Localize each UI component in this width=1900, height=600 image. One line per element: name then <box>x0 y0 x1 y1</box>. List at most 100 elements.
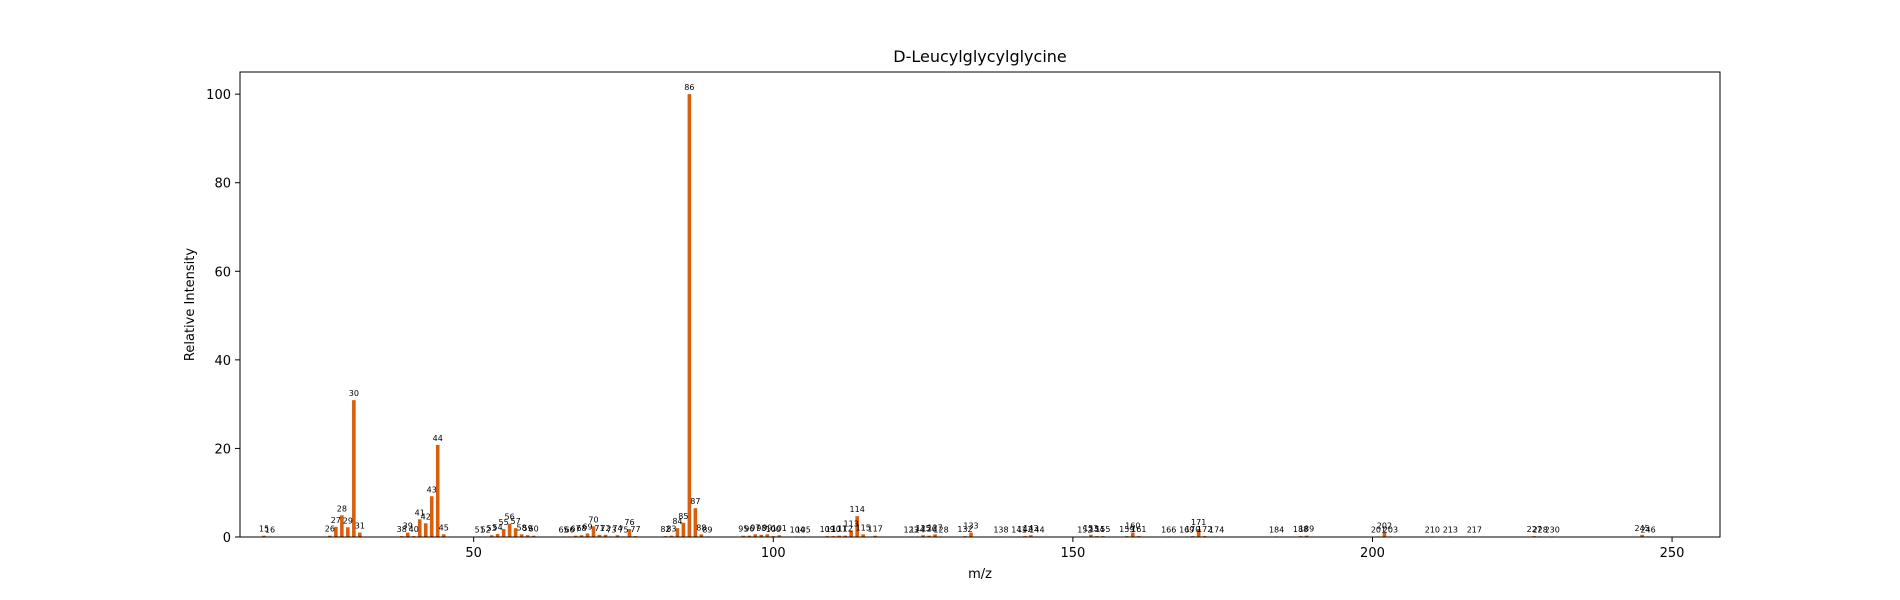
peak-label: 74 <box>612 524 622 533</box>
peak-label: 128 <box>933 525 948 534</box>
peak-label: 84 <box>672 517 682 526</box>
peak-label: 154 <box>1089 525 1104 534</box>
peak-bar <box>334 526 338 537</box>
peak-label: 174 <box>1209 525 1224 534</box>
peak-label: 153 <box>1083 524 1098 533</box>
peak-bar <box>855 516 859 537</box>
peak-label: 123 <box>903 525 918 534</box>
x-tick-label: 150 <box>1060 546 1085 561</box>
peak-label: 160 <box>1125 522 1140 531</box>
peak-bar <box>591 526 596 537</box>
peak-label: 169 <box>1179 525 1194 534</box>
y-tick-label: 40 <box>214 354 231 369</box>
peak-bar <box>405 532 410 537</box>
peak-label: 111 <box>832 525 847 534</box>
peak-bar <box>573 535 578 537</box>
peak-label: 76 <box>624 518 634 527</box>
peak-bar <box>969 532 973 537</box>
peak-label: 60 <box>529 525 539 534</box>
peak-bar <box>627 529 632 537</box>
peak-bar <box>861 534 865 537</box>
peak-bar <box>489 535 494 537</box>
peak-label: 112 <box>838 525 853 534</box>
peak-label: 52 <box>481 525 491 534</box>
peak-bar <box>513 528 518 537</box>
peak-bar <box>579 535 584 537</box>
x-tick-label: 200 <box>1360 546 1385 561</box>
peak-label: 39 <box>403 522 413 531</box>
x-tick-label: 50 <box>465 546 482 561</box>
peak-label: 188 <box>1293 525 1308 534</box>
peak-bar <box>423 523 428 537</box>
peak-label: 114 <box>850 505 865 514</box>
peak-label: 127 <box>927 523 942 532</box>
peak-label: 143 <box>1023 524 1038 533</box>
peak-label: 98 <box>756 524 766 533</box>
peak-bar <box>429 496 434 537</box>
peak-bar <box>1382 532 1387 537</box>
peak-label: 126 <box>921 525 936 534</box>
peak-label: 110 <box>826 525 841 534</box>
peak-label: 15 <box>259 525 269 534</box>
peak-label: 117 <box>867 525 882 534</box>
peak-label: 228 <box>1533 525 1548 534</box>
y-tick-label: 20 <box>214 442 231 457</box>
peak-label: 86 <box>684 83 694 92</box>
peak-label: 124 <box>909 525 924 534</box>
peak-bar <box>495 533 500 537</box>
peak-bar <box>777 535 782 537</box>
peak-bar <box>585 533 590 537</box>
peak-label: 245 <box>1634 524 1649 533</box>
peak-bar <box>501 529 506 537</box>
peak-label: 141 <box>1011 525 1026 534</box>
peak-label: 56 <box>505 513 515 522</box>
x-axis-title: m/z <box>968 567 992 582</box>
peak-bar <box>843 535 847 537</box>
peak-label: 105 <box>796 525 811 534</box>
peak-label: 75 <box>618 525 628 534</box>
peak-label: 246 <box>1640 525 1655 534</box>
peak-bar <box>759 534 764 537</box>
peak-bar <box>1196 529 1201 537</box>
axes: 50 100 150 200 250 0 20 40 60 80 100 <box>206 71 1721 561</box>
peak-label: 66 <box>564 525 574 534</box>
y-tick-label: 0 <box>223 531 231 546</box>
peak-label: 28 <box>337 504 347 513</box>
peak-label: 172 <box>1197 525 1212 534</box>
peak-bar <box>358 532 362 537</box>
peak-label: 125 <box>915 524 930 533</box>
peak-label: 59 <box>523 524 533 533</box>
peak-bar <box>507 523 512 537</box>
peak-bar <box>525 535 530 537</box>
peak-bar <box>417 519 422 537</box>
peak-bar <box>262 535 266 537</box>
peak-label: 38 <box>397 525 407 534</box>
peak-label: 29 <box>343 516 353 525</box>
peak-label: 70 <box>588 515 598 524</box>
peak-bar <box>927 535 931 537</box>
peak-label: 16 <box>265 525 275 534</box>
peak-label: 67 <box>570 525 580 534</box>
peak-bar <box>765 534 770 537</box>
peak-label: 51 <box>475 525 485 534</box>
plot-frame <box>239 71 1721 538</box>
peak-label: 69 <box>582 522 592 531</box>
peak-bar <box>1304 535 1309 537</box>
peak-label: 72 <box>600 524 610 533</box>
peak-label: 65 <box>558 525 568 534</box>
peak-label: 41 <box>415 508 425 517</box>
peak-bar <box>693 508 698 537</box>
peak-label: 68 <box>576 524 586 533</box>
peak-label: 132 <box>957 525 972 534</box>
peak-label: 109 <box>820 525 835 534</box>
peak-label: 217 <box>1467 525 1482 534</box>
peak-label: 45 <box>439 523 449 532</box>
peak-label: 142 <box>1017 525 1032 534</box>
peak-label: 213 <box>1443 525 1458 534</box>
peak-label: 77 <box>630 525 640 534</box>
peak-bar <box>615 535 620 537</box>
peak-bar <box>699 534 704 537</box>
peak-bar <box>681 522 686 537</box>
